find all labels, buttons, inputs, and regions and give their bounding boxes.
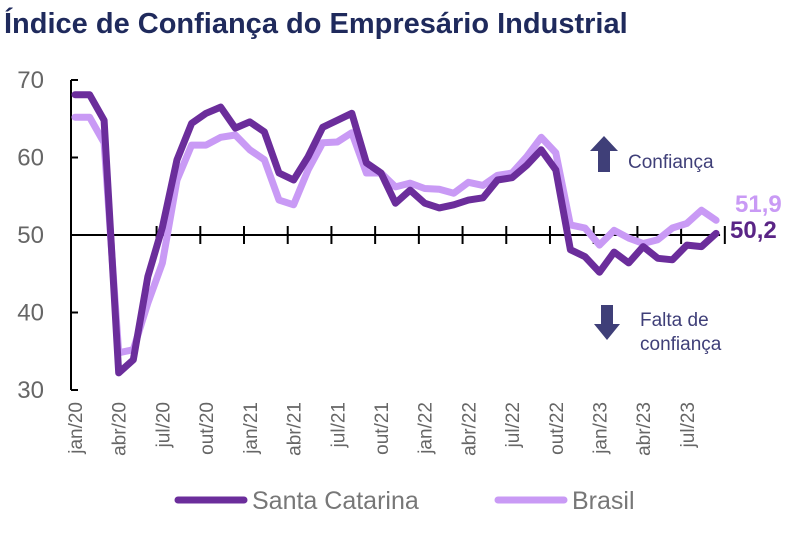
x-tick-label: abr/23 (634, 402, 655, 456)
x-tick-label: jul/22 (503, 402, 524, 448)
legend-label-brasil: Brasil (572, 487, 635, 515)
x-tick-label: jan/20 (66, 402, 87, 455)
y-tick-label: 60 (17, 145, 44, 172)
end-label-santa-catarina: 50,2 (730, 217, 777, 244)
series-line-brasil (71, 113, 720, 357)
x-tick-label: abr/22 (459, 402, 480, 456)
x-tick-label: out/20 (197, 402, 218, 455)
x-tick-label: out/22 (547, 402, 568, 455)
annotation-falta-line2: confiança (640, 334, 722, 355)
y-tick-label: 30 (17, 377, 44, 404)
chart-title: Índice de Confiança do Empresário Indust… (4, 8, 628, 40)
x-tick-label: abr/21 (285, 402, 306, 456)
annotation-confianca: Confiança (628, 152, 714, 173)
end-label-brasil: 51,9 (735, 191, 782, 218)
x-tick-label: jul/20 (153, 402, 174, 448)
x-tick-label: jul/21 (328, 402, 349, 448)
y-tick-label: 70 (17, 67, 44, 94)
arrow-up-icon (590, 136, 618, 172)
arrow-down-icon (594, 305, 620, 340)
series-line-santa-catarina (71, 91, 720, 377)
x-tick-label: jan/23 (591, 402, 612, 455)
legend-label-santa-catarina: Santa Catarina (252, 487, 419, 515)
x-tick-label: jan/21 (241, 402, 262, 455)
x-tick-label: out/21 (372, 402, 393, 455)
x-tick-label: abr/20 (110, 402, 131, 456)
annotation-falta-line1: Falta de (640, 310, 709, 331)
x-tick-label: jan/22 (416, 402, 437, 455)
y-tick-label: 40 (17, 300, 44, 327)
y-tick-label: 50 (17, 222, 44, 249)
x-tick-label: jul/23 (678, 402, 699, 448)
